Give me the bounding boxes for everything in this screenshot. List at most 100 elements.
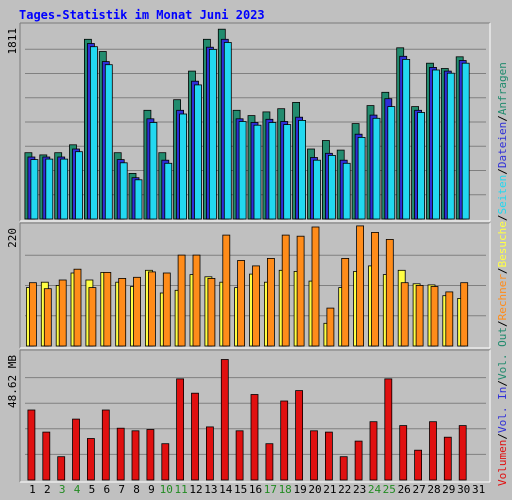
bar-rechner-day-25 [385, 238, 394, 347]
bar-volumen-day-26 [399, 425, 408, 481]
bar-volumen-day-24 [369, 421, 378, 481]
bar-rechner-day-15 [237, 260, 246, 347]
bar-rechner-day-29 [445, 291, 454, 347]
bar-volumen-day-25 [384, 378, 393, 481]
bar-seiten-day-5 [90, 46, 98, 220]
bar-volumen-day-8 [131, 430, 140, 481]
bar-volumen-day-2 [42, 431, 51, 481]
bar-seiten-day-9 [149, 122, 158, 220]
x-tick-label-day-26: 26 [398, 483, 411, 496]
x-tick-label-day-11: 11 [174, 483, 187, 496]
bar-rechner-day-27 [415, 284, 424, 347]
x-axis-day-labels: 1 2 3 4 5 6 7 8 9 10 11 12 13 14 15 16 17 18 19 20 21 22 23 24 2… [29, 483, 485, 496]
bar-rechner-day-24 [371, 231, 379, 347]
legend-anfragen: Anfragen [496, 62, 509, 115]
bar-volumen-day-9 [146, 429, 155, 481]
bar-seiten-day-29 [446, 72, 455, 220]
x-tick-label-day-22: 22 [338, 483, 351, 496]
bar-volumen-day-19 [295, 390, 304, 481]
x-tick-label-day-15: 15 [234, 483, 247, 496]
bar-seiten-day-21 [327, 154, 336, 220]
bar-seiten-day-11 [179, 113, 188, 220]
x-tick-label-day-10: 10 [160, 483, 173, 496]
bar-rechner-day-28 [430, 286, 439, 347]
panel-bottom: 48.62 MB [6, 349, 491, 483]
x-tick-label-day-3: 3 [59, 483, 66, 496]
panel-top: 1811 [6, 22, 491, 222]
legend-separator: / [496, 320, 509, 327]
x-tick-label-day-27: 27 [412, 483, 425, 496]
bar-volumen-day-14 [220, 359, 229, 481]
legend-separator: / [496, 267, 509, 274]
legend-separator: / [496, 380, 509, 387]
x-tick-label-day-24: 24 [368, 483, 382, 496]
x-tick-label-day-4: 4 [74, 483, 81, 496]
bar-volumen-day-7 [116, 427, 125, 481]
bar-volumen-day-3 [57, 456, 66, 481]
bar-rechner-day-1 [28, 282, 37, 347]
bar-rechner-day-5 [88, 287, 97, 347]
bar-rechner-day-16 [252, 265, 260, 347]
x-tick-label-day-9: 9 [148, 483, 155, 496]
x-tick-label-day-2: 2 [44, 483, 51, 496]
legend-dateien: Dateien [496, 122, 509, 168]
x-tick-label-day-7: 7 [118, 483, 125, 496]
x-tick-label-day-8: 8 [133, 483, 140, 496]
bar-seiten-day-26 [402, 59, 411, 220]
bar-rechner-day-18 [281, 234, 290, 347]
bar-rechner-day-7 [118, 277, 127, 347]
bar-volumen-day-10 [161, 443, 170, 481]
x-tick-label-day-18: 18 [279, 483, 292, 496]
bar-rechner-day-26 [400, 282, 409, 347]
bar-volumen-day-4 [72, 418, 80, 481]
x-tick-label-day-23: 23 [353, 483, 366, 496]
bar-rechner-day-21 [326, 307, 335, 347]
bar-seiten-day-23 [357, 136, 366, 220]
bar-rechner-day-12 [192, 254, 201, 347]
bar-volumen-day-20 [310, 430, 318, 481]
bar-rechner-day-22 [341, 257, 350, 347]
x-tick-label-day-6: 6 [103, 483, 110, 496]
x-tick-label-day-17: 17 [264, 483, 277, 496]
bar-volumen-day-28 [429, 421, 437, 481]
bar-rechner-day-10 [162, 272, 171, 347]
legend-separator: / [496, 115, 509, 122]
bar-rechner-day-3 [58, 279, 67, 347]
bar-volumen-day-27 [414, 449, 423, 481]
x-tick-label-day-1: 1 [29, 483, 36, 496]
x-tick-label-day-25: 25 [383, 483, 396, 496]
right-legend: Volumen/Vol. In/Vol. Out/Rechner/Besuche… [496, 62, 509, 486]
panel-middle: 220 [6, 222, 491, 349]
x-tick-label-day-21: 21 [323, 483, 336, 496]
bar-volumen-day-5 [87, 438, 95, 481]
x-tick-label-day-16: 16 [249, 483, 262, 496]
bar-seiten-day-27 [417, 112, 426, 220]
bar-seiten-day-15 [238, 121, 247, 220]
bar-volumen-day-18 [280, 400, 289, 481]
bar-seiten-day-25 [387, 106, 396, 220]
bar-volumen-day-22 [339, 456, 348, 481]
bar-rechner-day-9 [147, 271, 156, 347]
bar-volumen-day-29 [443, 436, 452, 481]
x-tick-label-day-14: 14 [219, 483, 233, 496]
legend-separator: / [496, 168, 509, 175]
bar-rechner-day-20 [311, 226, 320, 347]
bar-volumen-day-12 [191, 392, 199, 481]
x-tick-label-day-12: 12 [189, 483, 202, 496]
bar-rechner-day-23 [356, 225, 365, 347]
bar-seiten-day-3 [60, 158, 69, 220]
bar-rechner-day-19 [296, 235, 305, 347]
bar-seiten-day-12 [194, 84, 202, 220]
legend-separator: / [496, 214, 509, 221]
x-tick-label-day-31: 31 [472, 483, 485, 496]
y-max-label-middle: 220 [6, 228, 19, 248]
legend-seiten: Seiten [496, 175, 509, 215]
bar-volumen-day-11 [176, 378, 185, 481]
bar-rechner-day-13 [207, 277, 216, 347]
y-max-label-bottom: 48.62 MB [6, 355, 19, 408]
right-legend-text: Volumen/Vol. In/Vol. Out/Rechner/Besuche… [496, 62, 509, 486]
bar-volumen-day-30 [458, 425, 467, 481]
bar-seiten-day-1 [30, 159, 39, 220]
bar-volumen-day-6 [101, 409, 110, 481]
